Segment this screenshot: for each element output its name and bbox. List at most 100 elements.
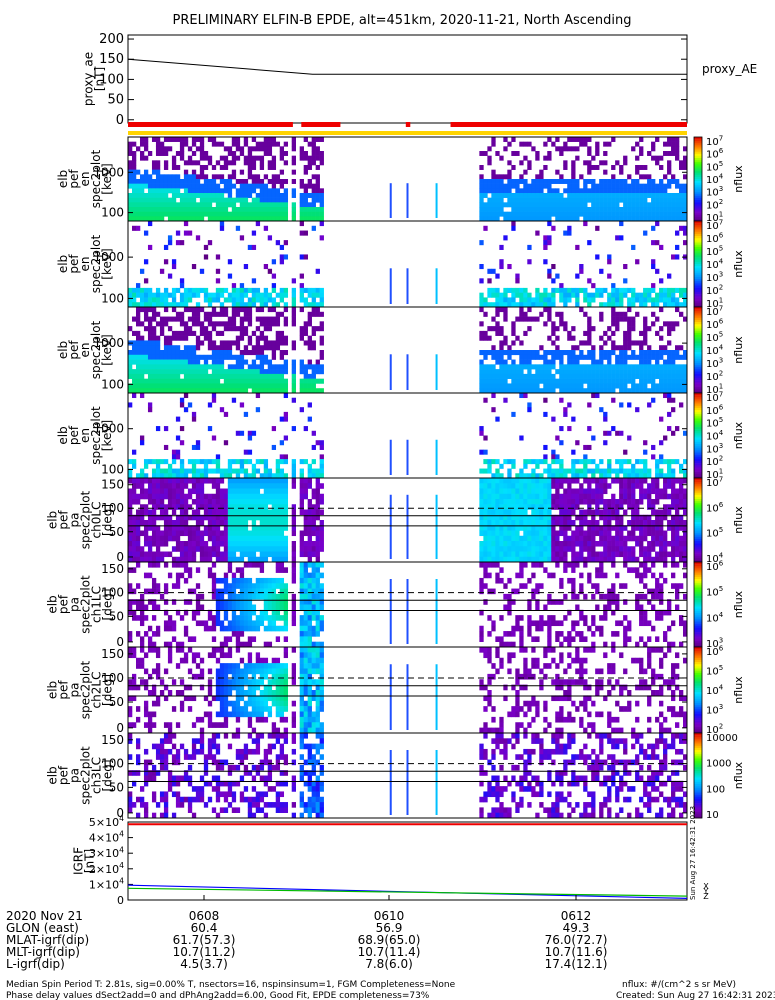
spec_en_3-cell: [559, 354, 564, 360]
spec_pa_0-cell: [491, 499, 496, 505]
spec_en_1-cell: [135, 169, 141, 175]
spec_en_3-cell: [275, 388, 281, 394]
spec_en_3-cell: [291, 373, 296, 379]
spec_en_4-cell: [291, 473, 296, 479]
spec_en_1-cell: [651, 211, 656, 217]
spec_en_2-cell: [271, 273, 277, 279]
spec_en_1-cell: [655, 202, 660, 208]
spec_pa_0-cell: [167, 488, 173, 495]
spec_en_3-cell: [283, 340, 289, 346]
spec_pa_0-cell: [663, 483, 668, 489]
spec_pa_0-cell: [191, 541, 197, 547]
spec_en_3-cell: [599, 364, 604, 370]
spec_pa_0-cell: [147, 535, 153, 542]
spec_pa_0-cell: [279, 541, 285, 547]
spec_en_3-colorbar-step: [694, 358, 702, 362]
spec_en_1-cell: [187, 207, 193, 212]
spec_en_3-cell: [639, 369, 644, 375]
spec_en_3-cell: [483, 364, 488, 370]
spec_en_4-cell: [655, 473, 660, 479]
spec_pa_0-cell: [255, 488, 261, 495]
spec_en_3-cell: [507, 345, 512, 351]
spec_pa_0-cell: [275, 499, 281, 505]
spec_pa_0-cell: [171, 525, 177, 531]
spec_en_1-cell: [143, 146, 149, 152]
spec_en_2-panel: 1000100elbpefenspec2plot[keV]10710610510…: [56, 219, 745, 311]
spec_pa_0-cell: [519, 514, 524, 521]
spec_en_2-cell: [267, 292, 273, 298]
spec_en_3-cell: [671, 321, 676, 327]
spec_en_3-cell: [163, 307, 169, 313]
spec_en_1-cell: [191, 202, 197, 208]
spec_en_3-colorbar-step: [694, 322, 702, 325]
spec_en_1-cell: [187, 174, 193, 180]
spec_en_1-cell: [547, 197, 552, 203]
spec_en_4-cell: [251, 473, 257, 479]
spec_en_1-cell: [311, 197, 316, 203]
spec_en_4-colorbar-step: [694, 422, 702, 426]
spec_en_1-cell: [635, 193, 640, 198]
spec_pa_0-cell: [299, 504, 304, 510]
spec_pa_0-cell: [539, 509, 544, 516]
spec_en_1-cell: [647, 174, 652, 180]
spec_en_3-cell: [527, 350, 532, 356]
spec_en_4-cell: [191, 416, 197, 422]
spec_en_4-cell: [199, 459, 205, 465]
spec_en_1-cell: [251, 183, 257, 189]
spec_pa_0-cell: [239, 509, 245, 516]
spec_en_1-cell: [163, 207, 169, 212]
spec_en_3-cell: [175, 335, 181, 341]
spec_en_1-cell: [639, 193, 644, 198]
spec_en_1-cell: [559, 151, 564, 156]
spec_en_1-cell: [139, 188, 145, 194]
spec_pa_0-cell: [567, 514, 572, 521]
spec_en_4-cell: [611, 468, 616, 474]
spec_pa_0-cell: [643, 478, 648, 484]
spec_en_1-cell: [139, 155, 145, 161]
spec_en_2-cell: [583, 297, 588, 303]
spec_en_2-cell: [171, 264, 177, 270]
spec_en_1-cell: [575, 146, 580, 152]
spec_pa_0-cell: [663, 541, 668, 547]
spec_en_1-cell: [643, 193, 648, 198]
spec_en_1-colorbar-step: [694, 214, 702, 218]
spec_en_3-cell: [128, 359, 133, 365]
spec_pa_0-cell: [599, 509, 604, 516]
spec_en_2-cell: [243, 287, 249, 293]
spec_en_3-cell: [543, 364, 548, 370]
spec_en_2-cell: [551, 225, 556, 231]
spec_en_2-cell: [563, 297, 568, 303]
spec_en_1-cell: [207, 216, 213, 222]
spec_en_1-cell: [671, 211, 676, 217]
spec_en_2-cell: [263, 225, 269, 231]
spec_en_4-cell: [199, 468, 205, 474]
spec_en_2-cell: [551, 278, 556, 284]
spec_pa_0-cell: [643, 488, 648, 495]
spec_en_2-cell: [611, 292, 616, 298]
spec_en_2-cell: [303, 302, 308, 308]
spec_en_1-cell: [139, 174, 145, 180]
spec_en_1-cell: [319, 188, 324, 194]
spec_en_1-cell: [267, 207, 273, 212]
spec_en_3-cell: [283, 359, 289, 365]
spec_en_3-cell: [559, 388, 564, 394]
spec_en_3-cell: [215, 369, 221, 375]
spec_pa_0-cell: [647, 546, 652, 552]
spec_en_4-colorbar-label-group: nflux: [732, 421, 745, 449]
spec_en_4-cell: [631, 468, 636, 474]
spec_pa_0-cell: [231, 535, 237, 542]
spec_en_4-cell: [211, 393, 217, 399]
spec_en_3-cell: [167, 316, 173, 322]
spec_en_1-cell: [627, 202, 632, 208]
spec_en_1-cell: [599, 183, 604, 189]
spec_en_4-cell: [191, 468, 197, 474]
spec_pa_0-cell: [587, 499, 592, 505]
spec_pa_0-cell: [587, 530, 592, 537]
spec_pa_0-cell: [263, 530, 269, 537]
spec_en_1-cell: [615, 183, 620, 189]
spec_en_3-cell: [635, 364, 640, 370]
spec_pa_0-cell: [251, 504, 257, 510]
spec_en_1-cell: [135, 197, 141, 203]
spec_pa_0-cell: [128, 488, 133, 495]
spec_pa_0-cell: [303, 530, 308, 537]
